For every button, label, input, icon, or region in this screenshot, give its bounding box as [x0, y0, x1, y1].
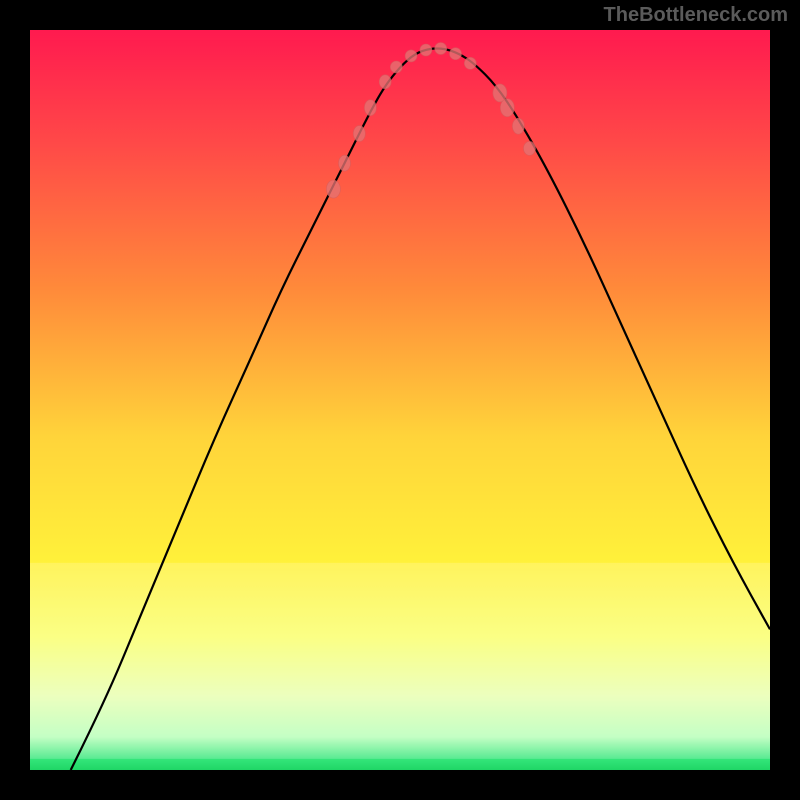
curve-layer [30, 30, 770, 770]
curve-marker [524, 141, 536, 155]
curve-marker [450, 48, 462, 60]
curve-marker [512, 118, 524, 134]
curve-marker [390, 61, 402, 73]
curve-marker [420, 44, 432, 56]
curve-marker [353, 126, 365, 142]
curve-marker [405, 50, 417, 62]
curve-marker [379, 75, 391, 89]
plot-area [30, 30, 770, 770]
curve-markers [326, 43, 535, 199]
curve-marker [500, 99, 514, 117]
watermark-text: TheBottleneck.com [604, 4, 788, 27]
curve-marker [364, 100, 376, 116]
bottleneck-curve [71, 49, 770, 771]
curve-marker [464, 57, 476, 69]
curve-marker [435, 43, 447, 55]
curve-marker [339, 155, 351, 171]
curve-marker [326, 180, 340, 198]
